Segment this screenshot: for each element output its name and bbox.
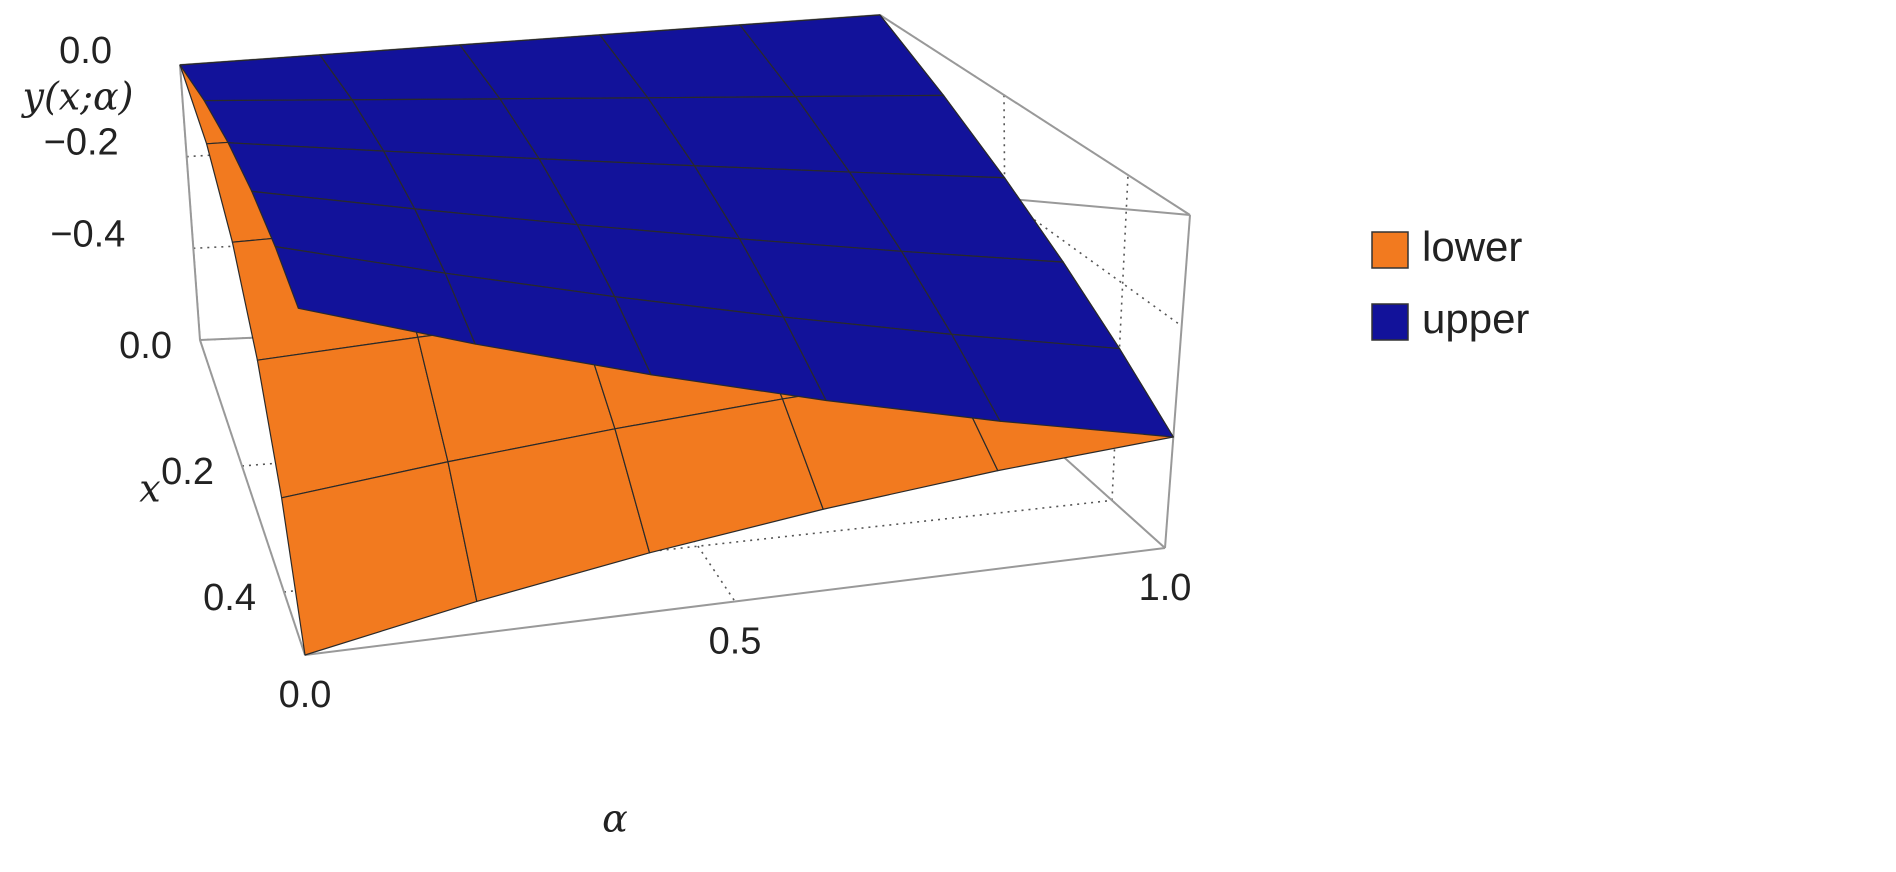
y-tick-label: 0.4 [203, 577, 256, 619]
x-axis-label: α [602, 797, 628, 841]
legend: lower upper [1371, 223, 1529, 342]
y-tick-label: 0.0 [119, 325, 172, 367]
x-tick-label: 0.0 [279, 674, 332, 716]
y-axis-label: x [139, 467, 160, 511]
x-tick-label: 1.0 [1139, 567, 1192, 609]
grid-line [1111, 174, 1129, 501]
x-tick-label: 0.5 [709, 621, 762, 663]
legend-swatch [1371, 231, 1409, 269]
z-tick-label: 0.0 [59, 30, 112, 72]
z-tick-label: −0.2 [44, 122, 119, 164]
box-edge [1164, 214, 1191, 549]
legend-swatch [1371, 303, 1409, 341]
grid-line [283, 499, 1113, 593]
box-edge [879, 14, 1191, 216]
y-tick-label: 0.2 [161, 451, 214, 493]
box-edge [179, 64, 201, 341]
box-edge [199, 339, 306, 656]
box-edge [304, 547, 1166, 656]
tick-labels: 0.0 0.5 1.0 0.0 0.2 0.4 0.0 −0.2 −0.4 [44, 30, 1192, 716]
legend-label: upper [1422, 295, 1529, 342]
legend-label: lower [1422, 223, 1522, 270]
z-axis-label: y(x;α) [20, 75, 133, 119]
surface-cell [951, 333, 1174, 438]
z-tick-label: −0.4 [50, 213, 125, 255]
surfaces [179, 14, 1174, 656]
